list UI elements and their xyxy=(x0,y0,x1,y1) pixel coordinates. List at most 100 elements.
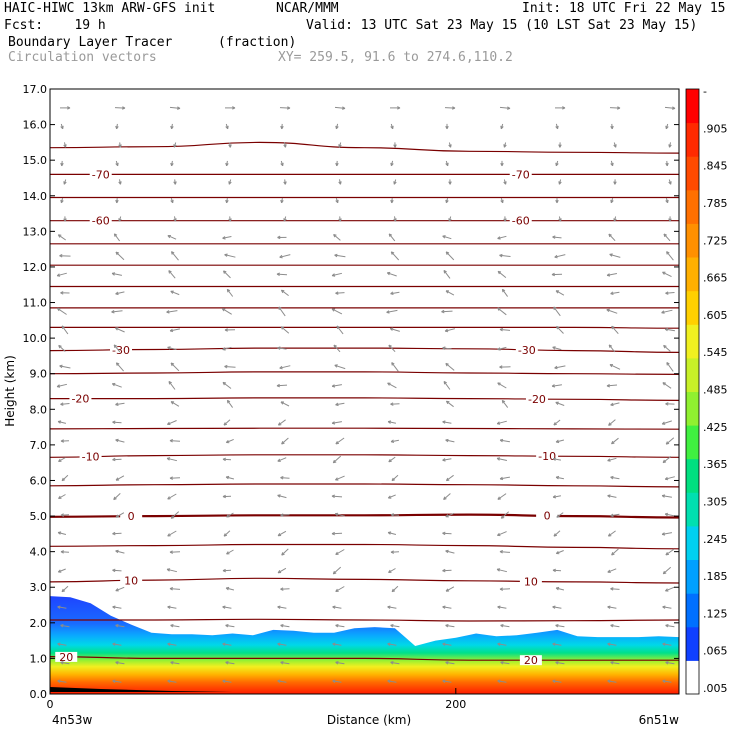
colorbar-label: .065 xyxy=(703,645,728,658)
circulation-vector xyxy=(280,123,284,130)
circulation-vector xyxy=(555,160,559,167)
circulation-vector xyxy=(387,382,397,389)
circulation-vector xyxy=(57,568,66,573)
isotherm-label-bg xyxy=(536,510,559,521)
circulation-vector xyxy=(60,550,70,554)
circulation-vector xyxy=(500,160,504,167)
isotherm-label-bg xyxy=(509,215,532,226)
circulation-vector xyxy=(335,475,345,481)
circulation-vector xyxy=(497,307,507,316)
circulation-vector xyxy=(558,142,562,148)
circulation-vector xyxy=(280,624,290,628)
circulation-vector xyxy=(225,624,235,628)
circulation-vector xyxy=(445,474,454,482)
circulation-vector xyxy=(221,308,232,315)
circulation-vector xyxy=(115,197,119,204)
isotherm-label-bg xyxy=(536,451,559,462)
circulation-vector xyxy=(277,605,287,609)
circulation-vector xyxy=(276,383,288,388)
circulation-vector xyxy=(167,493,177,500)
circulation-vector xyxy=(168,270,176,279)
circulation-vector xyxy=(610,587,620,591)
circulation-vector xyxy=(390,402,400,406)
colorbar-swatch xyxy=(686,156,699,191)
circulation-vector xyxy=(607,494,617,498)
colorbar-swatch xyxy=(686,458,699,493)
circulation-vector xyxy=(283,216,287,222)
isotherm-line xyxy=(50,454,679,458)
circulation-vector xyxy=(499,476,510,481)
circulation-vector xyxy=(226,549,234,555)
axis-layer: 0.0 1.0 2.0 3.0 4.0 5.0 6.0 7.0 8.0 9.0 10.0 11.0 12… xyxy=(23,83,679,711)
circulation-vector xyxy=(173,216,177,222)
circulation-vector xyxy=(501,288,509,297)
circulation-vector xyxy=(661,420,672,425)
circulation-vector xyxy=(277,235,287,240)
circulation-vector xyxy=(59,254,71,258)
circulation-vector xyxy=(664,476,675,481)
circulation-vector xyxy=(170,290,180,296)
circulation-vector xyxy=(332,566,342,575)
circulation-vector xyxy=(277,494,287,499)
circulation-vector xyxy=(338,216,342,222)
circulation-vector xyxy=(610,160,614,167)
circulation-vector xyxy=(556,325,564,334)
y-tick-label: 17.0 xyxy=(23,83,48,96)
colorbar-swatch xyxy=(686,593,699,628)
circulation-vector xyxy=(173,142,177,148)
colorbar-label: - xyxy=(703,85,707,98)
circulation-vector xyxy=(552,235,562,239)
circulation-vector xyxy=(335,291,345,295)
circulation-vector xyxy=(442,605,452,609)
colorbar-label: .125 xyxy=(703,607,728,620)
isotherm-line xyxy=(50,397,679,401)
circulation-vector xyxy=(336,325,344,335)
org-label: NCAR/MMM xyxy=(276,1,339,16)
colorbar-label: .845 xyxy=(703,160,728,173)
circulation-vector xyxy=(390,197,394,204)
circulation-vector xyxy=(552,457,561,461)
circulation-vector xyxy=(334,106,346,110)
circulation-vector xyxy=(60,402,70,406)
y-tick-label: 8.0 xyxy=(30,403,48,416)
circulation-vector xyxy=(558,179,562,185)
isotherm-label-bg xyxy=(69,393,92,404)
colorbar-swatch xyxy=(686,189,699,224)
circulation-vector xyxy=(388,344,396,353)
circulation-vector xyxy=(115,438,125,443)
circulation-vector xyxy=(390,160,394,167)
circulation-vector xyxy=(555,624,565,628)
isotherm-label: -10 xyxy=(82,451,100,464)
circulation-vector xyxy=(334,512,346,517)
circulation-vector xyxy=(335,197,339,204)
circulation-vector xyxy=(445,400,454,408)
circulation-vector xyxy=(222,346,232,351)
y-tick-label: 16.0 xyxy=(23,119,48,132)
isotherm-line xyxy=(50,371,679,375)
field-name: Boundary Layer Tracer xyxy=(8,35,173,50)
circulation-vector xyxy=(555,401,565,406)
circulation-vector xyxy=(115,624,125,628)
colorbar-swatch xyxy=(686,290,699,325)
circulation-vector xyxy=(496,457,508,461)
colorbar-label: .425 xyxy=(703,421,728,434)
circulation-vector xyxy=(445,438,455,443)
circulation-vector xyxy=(442,420,452,424)
circulation-vector xyxy=(222,494,232,499)
circulation-vector xyxy=(226,399,234,408)
circulation-vector xyxy=(613,179,617,185)
circulation-vector xyxy=(499,365,511,369)
circulation-vector xyxy=(499,550,511,554)
circulation-vector xyxy=(606,383,618,388)
circulation-vector xyxy=(335,160,339,167)
circulation-vector xyxy=(388,568,396,573)
circulation-vector xyxy=(170,401,180,407)
circulation-vector xyxy=(281,548,289,556)
circulation-vector xyxy=(59,364,71,369)
circulation-vector xyxy=(663,233,671,242)
circulation-vector xyxy=(283,142,287,148)
circulation-vector xyxy=(277,567,287,574)
circulation-vector xyxy=(223,270,231,279)
circulation-vector xyxy=(610,475,620,480)
isotherm-line xyxy=(50,656,679,661)
